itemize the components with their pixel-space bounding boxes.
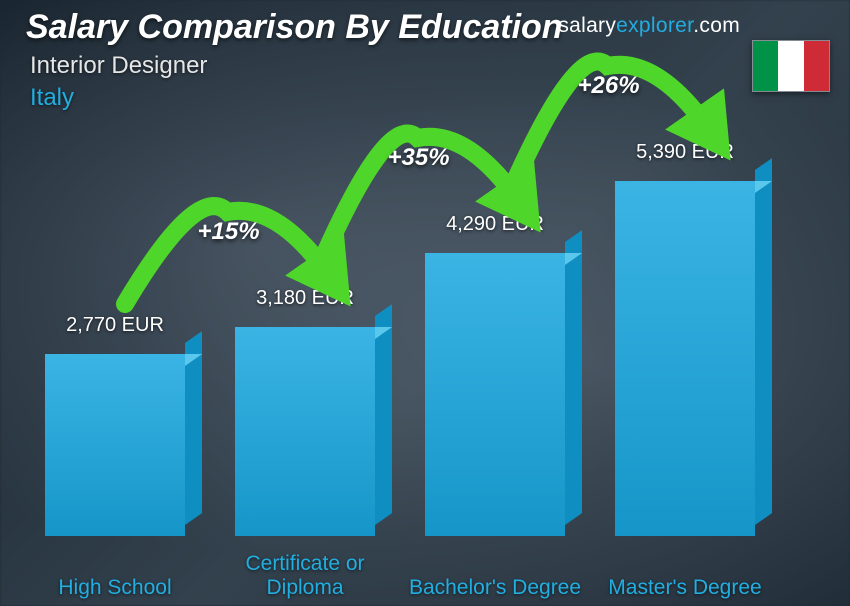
chart-subtitle: Interior Designer xyxy=(30,52,207,80)
flag-stripe-3 xyxy=(804,41,829,91)
category-label: Certificate or Diploma xyxy=(210,552,400,600)
chart-country: Italy xyxy=(30,84,74,112)
increase-label: +35% xyxy=(388,144,450,172)
flag-stripe-2 xyxy=(778,41,803,91)
category-label: Bachelor's Degree xyxy=(400,576,590,600)
flag-icon xyxy=(752,40,830,92)
chart-title: Salary Comparison By Education xyxy=(26,8,563,47)
bar-value-label: 5,390 EUR xyxy=(595,141,775,164)
content-layer: Salary Comparison By Education Interior … xyxy=(0,0,850,606)
brand-part-2: explorer xyxy=(616,14,693,37)
flag-stripe-1 xyxy=(753,41,778,91)
bar-value-label: 3,180 EUR xyxy=(215,287,395,310)
category-label: Master's Degree xyxy=(590,576,780,600)
bar xyxy=(615,181,755,536)
bar xyxy=(425,253,565,536)
bar xyxy=(45,354,185,536)
bar xyxy=(235,327,375,536)
brand-part-1: salary xyxy=(558,14,616,37)
increase-label: +15% xyxy=(198,218,260,246)
bar-value-label: 2,770 EUR xyxy=(25,314,205,337)
brand-part-3: .com xyxy=(693,14,740,37)
increase-label: +26% xyxy=(578,72,640,100)
brand-logo: salaryexplorer.com xyxy=(558,14,740,38)
category-label: High School xyxy=(20,576,210,600)
bar-value-label: 4,290 EUR xyxy=(405,213,585,236)
